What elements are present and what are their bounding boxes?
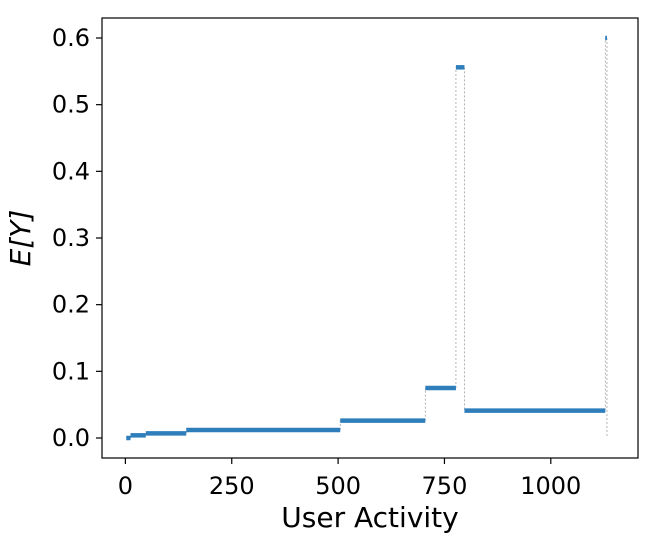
x-tick-label: 750 — [422, 472, 468, 500]
y-axis-label: E[Y] — [4, 210, 37, 267]
plot-frame — [101, 17, 639, 459]
x-tick-label: 500 — [315, 472, 361, 500]
x-tick-label: 250 — [209, 472, 255, 500]
step-connectors — [130, 38, 608, 438]
x-axis: 0 250 500 750 1000 — [118, 458, 581, 500]
x-tick-label: 1000 — [520, 472, 581, 500]
y-tick-label: 0.0 — [52, 424, 90, 452]
x-axis-label: User Activity — [281, 501, 458, 534]
y-tick-label: 0.5 — [52, 91, 90, 119]
step-series — [126, 35, 607, 441]
y-tick-label: 0.3 — [52, 224, 90, 252]
y-tick-label: 0.1 — [52, 357, 90, 385]
y-axis: 0.0 0.1 0.2 0.3 0.4 0.5 0.6 — [52, 24, 102, 452]
y-tick-label: 0.4 — [52, 157, 90, 185]
x-tick-label: 0 — [118, 472, 133, 500]
y-tick-label: 0.6 — [52, 24, 90, 52]
y-tick-label: 0.2 — [52, 291, 90, 319]
